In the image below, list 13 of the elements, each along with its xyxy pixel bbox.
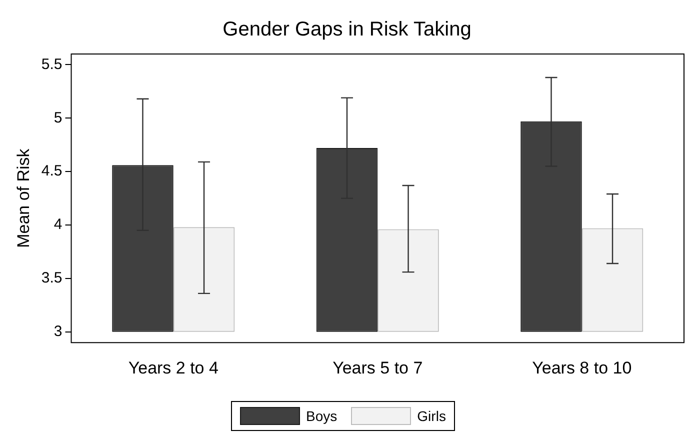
y-tick-label: 5.5	[41, 56, 62, 73]
y-tick-label: 5	[54, 109, 62, 126]
y-axis-title: Mean of Risk	[14, 148, 33, 248]
y-tick-label: 3.5	[41, 270, 62, 287]
y-tick-label: 3	[54, 323, 62, 340]
x-tick-label: Years 5 to 7	[332, 358, 423, 378]
chart-title: Gender Gaps in Risk Taking	[222, 18, 472, 41]
y-tick-label: 4	[54, 216, 62, 234]
legend-label: Boys	[306, 408, 338, 424]
x-tick-label: Years 2 to 4	[128, 358, 218, 378]
x-tick-label: Years 8 to 10	[532, 358, 632, 378]
legend-label: Girls	[417, 408, 446, 424]
y-tick-label: 4.5	[41, 162, 62, 180]
